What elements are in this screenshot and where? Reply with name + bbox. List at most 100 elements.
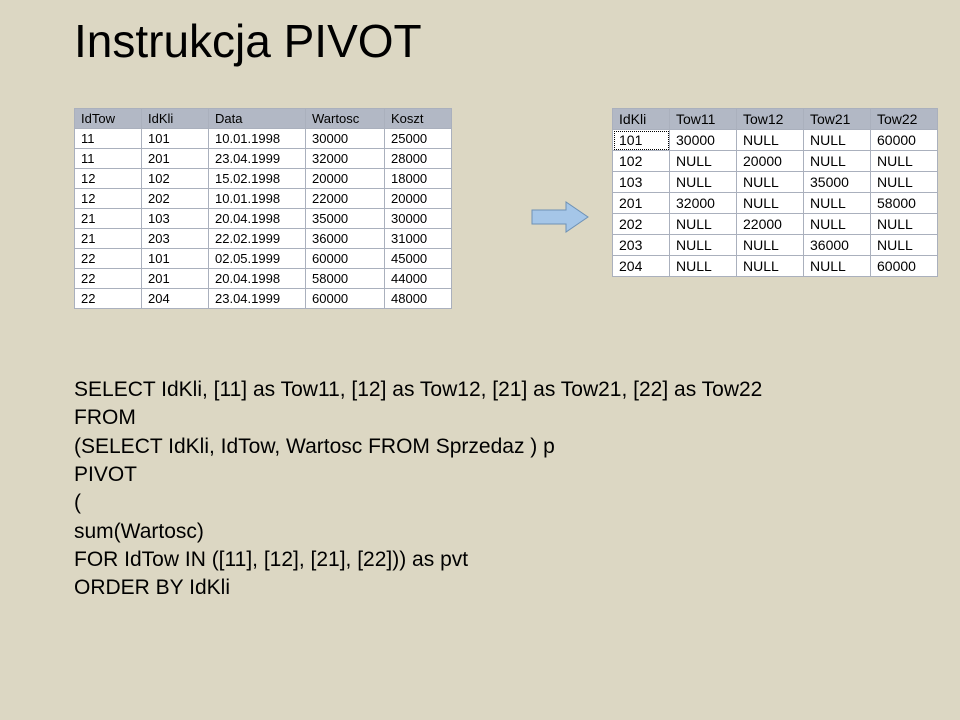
table-cell: 32000 (306, 149, 385, 169)
table-cell: NULL (670, 214, 737, 235)
table-cell: 201 (142, 269, 209, 289)
column-header: Data (209, 109, 306, 129)
table-cell: 22000 (306, 189, 385, 209)
table-row: 2110320.04.19983500030000 (75, 209, 452, 229)
table-cell: 20000 (306, 169, 385, 189)
table-cell: 203 (613, 235, 670, 256)
table-row: 1220210.01.19982200020000 (75, 189, 452, 209)
table-cell: 20000 (385, 189, 452, 209)
table-row: 202NULL22000NULLNULL (613, 214, 938, 235)
table-cell: 203 (142, 229, 209, 249)
table-cell: NULL (871, 151, 938, 172)
column-header: Tow11 (670, 109, 737, 130)
table-cell: 201 (613, 193, 670, 214)
column-header: IdKli (613, 109, 670, 130)
table-cell: 30000 (385, 209, 452, 229)
table-cell: 23.04.1999 (209, 289, 306, 309)
table-cell: 20.04.1998 (209, 269, 306, 289)
slide: Instrukcja PIVOT IdTowIdKliDataWartoscKo… (0, 0, 960, 720)
table-row: 2210102.05.19996000045000 (75, 249, 452, 269)
table-row: 1120123.04.19993200028000 (75, 149, 452, 169)
table-row: 203NULLNULL36000NULL (613, 235, 938, 256)
page-title: Instrukcja PIVOT (74, 14, 422, 68)
table-cell: 20000 (737, 151, 804, 172)
column-header: Tow22 (871, 109, 938, 130)
table-cell: 22.02.1999 (209, 229, 306, 249)
table-cell: 31000 (385, 229, 452, 249)
column-header: Tow21 (804, 109, 871, 130)
table-row: 20132000NULLNULL58000 (613, 193, 938, 214)
column-header: Koszt (385, 109, 452, 129)
table-cell: NULL (737, 193, 804, 214)
sql-code: SELECT IdKli, [11] as Tow11, [12] as Tow… (74, 376, 762, 603)
table-cell: 204 (613, 256, 670, 277)
table-cell: NULL (804, 214, 871, 235)
table-cell: 36000 (804, 235, 871, 256)
table-cell: 11 (75, 149, 142, 169)
table-cell: 48000 (385, 289, 452, 309)
table-cell: NULL (670, 172, 737, 193)
table-cell: 101 (613, 130, 670, 151)
table-cell: 18000 (385, 169, 452, 189)
table-cell: 101 (142, 249, 209, 269)
table-cell: NULL (737, 235, 804, 256)
table-cell: NULL (670, 256, 737, 277)
table-cell: 103 (142, 209, 209, 229)
table-cell: 202 (142, 189, 209, 209)
table-cell: 44000 (385, 269, 452, 289)
table-cell: 102 (613, 151, 670, 172)
table-cell: 22 (75, 249, 142, 269)
table-cell: 30000 (670, 130, 737, 151)
table-cell: NULL (804, 130, 871, 151)
table-cell: NULL (804, 151, 871, 172)
table-row: 103NULLNULL35000NULL (613, 172, 938, 193)
pivot-result-table: IdKliTow11Tow12Tow21Tow22 10130000NULLNU… (612, 108, 938, 277)
table-cell: 102 (142, 169, 209, 189)
table-cell: 12 (75, 169, 142, 189)
table-cell: 60000 (306, 289, 385, 309)
table-cell: NULL (871, 172, 938, 193)
table-cell: 58000 (871, 193, 938, 214)
table-cell: NULL (670, 235, 737, 256)
table-cell: 23.04.1999 (209, 149, 306, 169)
table-cell: 21 (75, 229, 142, 249)
table-cell: 15.02.1998 (209, 169, 306, 189)
table-cell: 22 (75, 289, 142, 309)
source-table: IdTowIdKliDataWartoscKoszt 1110110.01.19… (74, 108, 452, 309)
column-header: Wartosc (306, 109, 385, 129)
column-header: IdKli (142, 109, 209, 129)
table-cell: NULL (670, 151, 737, 172)
table-cell: 35000 (306, 209, 385, 229)
arrow-right-icon (530, 200, 590, 234)
table-cell: 35000 (804, 172, 871, 193)
table-cell: NULL (737, 256, 804, 277)
table-cell: 21 (75, 209, 142, 229)
table-row: 2120322.02.19993600031000 (75, 229, 452, 249)
table-row: 1210215.02.19982000018000 (75, 169, 452, 189)
table-row: 2220423.04.19996000048000 (75, 289, 452, 309)
table-cell: 60000 (871, 130, 938, 151)
column-header: Tow12 (737, 109, 804, 130)
table-cell: NULL (871, 214, 938, 235)
table-cell: NULL (871, 235, 938, 256)
column-header: IdTow (75, 109, 142, 129)
table-cell: 101 (142, 129, 209, 149)
table-row: 10130000NULLNULL60000 (613, 130, 938, 151)
table-cell: 10.01.1998 (209, 129, 306, 149)
table-cell: 58000 (306, 269, 385, 289)
table-cell: 32000 (670, 193, 737, 214)
table-cell: 36000 (306, 229, 385, 249)
table-cell: 45000 (385, 249, 452, 269)
table-cell: NULL (737, 172, 804, 193)
table-cell: 28000 (385, 149, 452, 169)
table-cell: 60000 (306, 249, 385, 269)
table-row: 1110110.01.19983000025000 (75, 129, 452, 149)
table-cell: NULL (804, 256, 871, 277)
table-cell: 25000 (385, 129, 452, 149)
table-cell: NULL (737, 130, 804, 151)
table-row: 102NULL20000NULLNULL (613, 151, 938, 172)
table-cell: 10.01.1998 (209, 189, 306, 209)
table-row: 204NULLNULLNULL60000 (613, 256, 938, 277)
table-cell: 22000 (737, 214, 804, 235)
table-cell: 201 (142, 149, 209, 169)
